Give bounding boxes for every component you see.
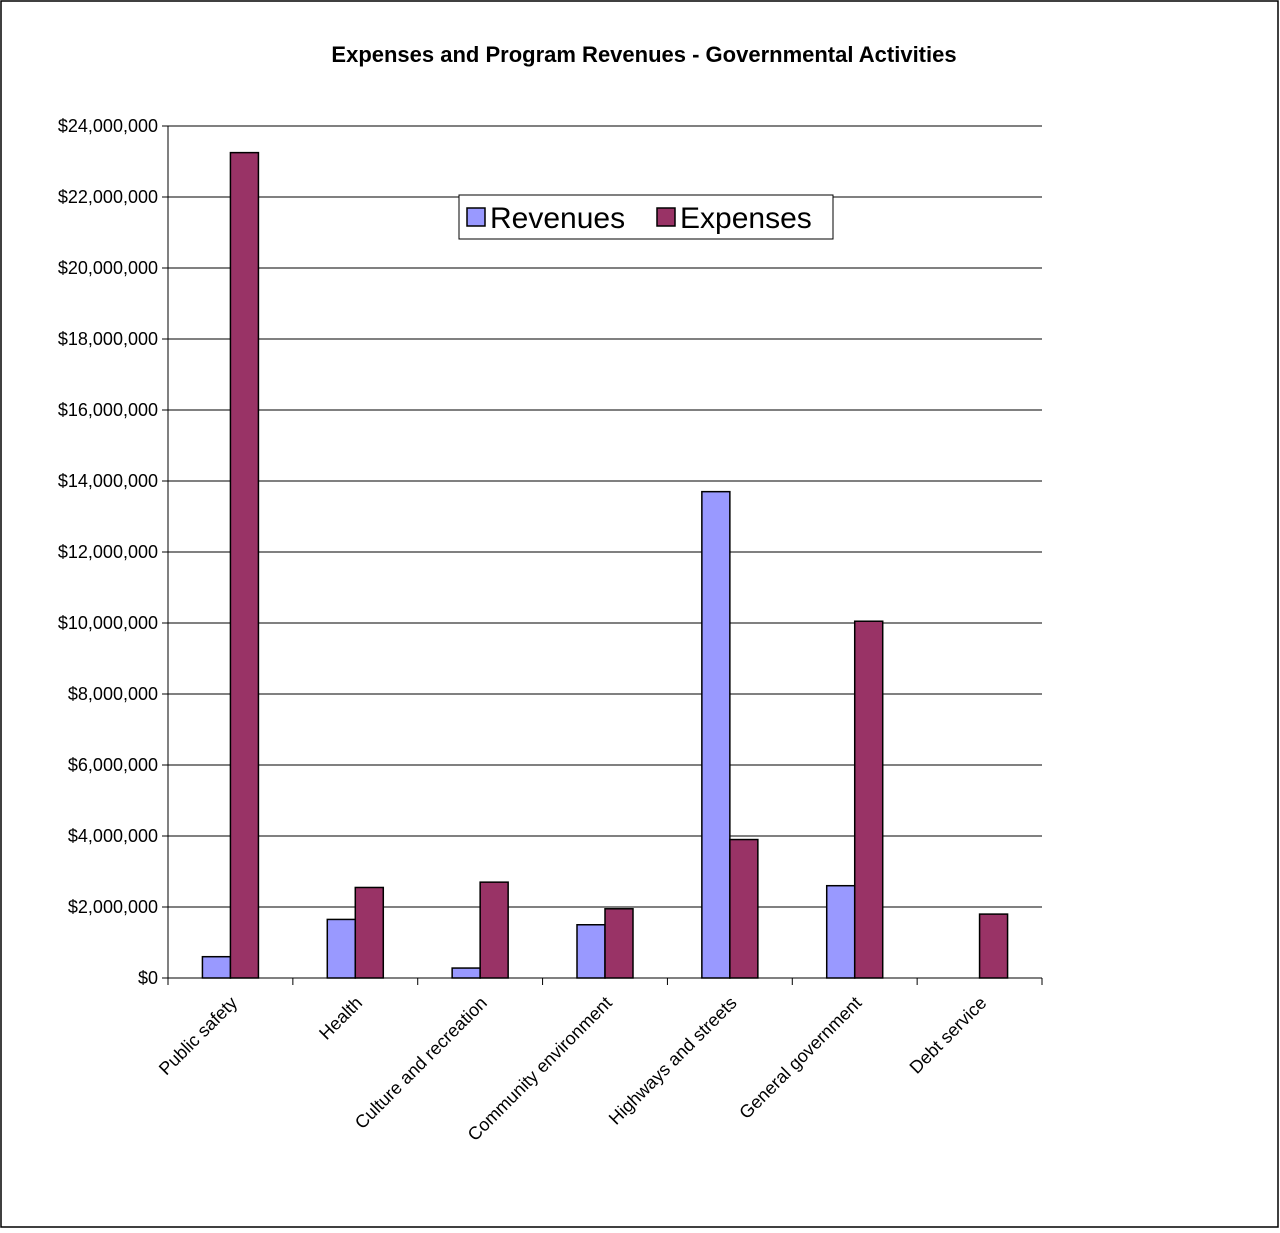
bar-revenues-health	[326, 918, 357, 979]
bar-expenses-highways-and-streets	[729, 838, 759, 979]
legend: Revenues Expenses	[458, 194, 834, 240]
legend-label-expenses: Expenses	[680, 202, 812, 235]
y-tick-label: $18,000,000	[58, 329, 158, 349]
bar-expenses-general-government	[853, 620, 884, 979]
y-tick-label: $24,000,000	[58, 116, 158, 136]
bars	[201, 151, 1009, 979]
legend-swatch-expenses	[656, 207, 676, 227]
y-tick-label: $16,000,000	[58, 400, 158, 420]
bar-expenses-health	[354, 886, 385, 979]
bar-revenues-general-government	[825, 884, 856, 979]
legend-swatch-revenues	[466, 207, 486, 227]
bar-revenues-public-safety	[201, 955, 232, 979]
bar-expenses-culture-and-recreation	[479, 881, 509, 979]
legend-box	[458, 194, 834, 240]
bar-expenses-debt-service	[978, 913, 1009, 979]
bar-revenues-culture-and-recreation	[451, 967, 481, 979]
y-tick-label: $22,000,000	[58, 187, 158, 207]
y-tick-label: $14,000,000	[58, 471, 158, 491]
chart-title: Expenses and Program Revenues - Governme…	[331, 42, 956, 67]
y-tick-label: $10,000,000	[58, 613, 158, 633]
bar-revenues-community-environment	[576, 924, 606, 979]
y-tick-label: $12,000,000	[58, 542, 158, 562]
gridlines	[168, 125, 1042, 908]
bar-revenues-highways-and-streets	[701, 490, 731, 979]
y-tick-label: $2,000,000	[68, 897, 158, 917]
y-tick-label: $6,000,000	[68, 755, 158, 775]
bar-expenses-public-safety	[229, 151, 260, 979]
y-axis-ticks: $0 $2,000,000 $4,000,000 $6,000,000 $8,000,0…	[58, 116, 168, 988]
bar-expenses-community-environment	[604, 908, 634, 979]
y-tick-label: $8,000,000	[68, 684, 158, 704]
legend-label-revenues: Revenues	[490, 202, 625, 235]
y-tick-label: $20,000,000	[58, 258, 158, 278]
y-tick-label: $0	[138, 968, 158, 988]
y-tick-label: $4,000,000	[68, 826, 158, 846]
